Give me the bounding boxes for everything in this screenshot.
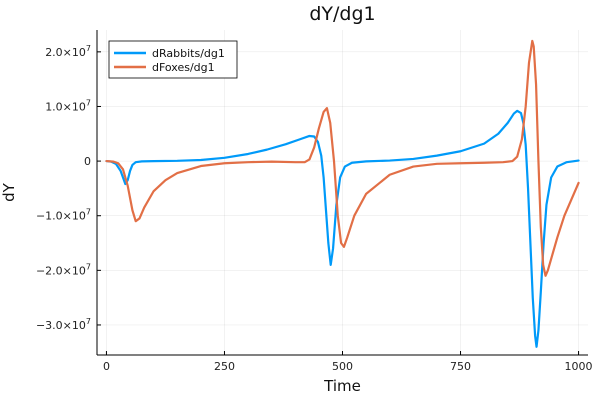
chart-title: dY/dg1	[309, 3, 375, 25]
legend-box	[108, 40, 238, 79]
legend-label-rabbits: dRabbits/dg1	[152, 47, 225, 60]
y-tick-label: −1.0×107	[36, 208, 91, 223]
y-tick-label: 1.0×107	[45, 98, 91, 113]
y-tick-label: 2.0×107	[45, 44, 91, 59]
y-tick-labels: 2.0×107 1.0×107 0 −1.0×107 −2.0×107 −3.0×107	[36, 44, 101, 332]
series-line-rabbits	[105, 109, 580, 348]
series-line-foxes	[105, 39, 580, 277]
y-axis-title: dY	[0, 182, 18, 202]
y-tick-label: −2.0×107	[36, 262, 91, 277]
x-tick-labels: 0 250 500 750 1000	[103, 351, 593, 373]
x-tick-label: 750	[450, 360, 471, 373]
y-tick-label: 0	[84, 155, 91, 168]
x-tick-label: 250	[214, 360, 235, 373]
x-tick-label: 1000	[565, 360, 593, 373]
legend-label-foxes: dFoxes/dg1	[152, 61, 215, 74]
legend: dRabbits/dg1 dFoxes/dg1	[108, 40, 238, 79]
series-layer	[105, 39, 580, 348]
x-tick-label: 0	[103, 360, 110, 373]
x-axis-title: Time	[323, 377, 361, 395]
y-tick-label: −3.0×107	[36, 317, 91, 332]
x-tick-label: 500	[332, 360, 353, 373]
